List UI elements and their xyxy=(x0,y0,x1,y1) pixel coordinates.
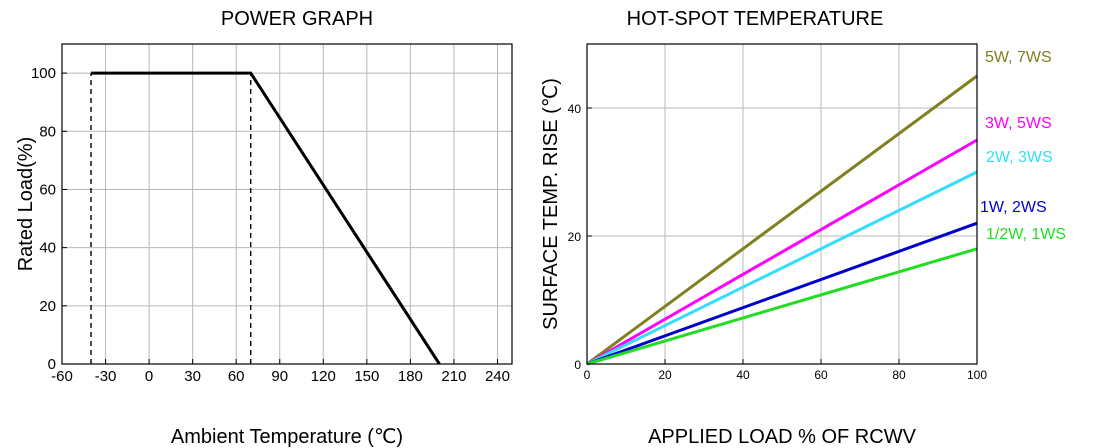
hot-spot-title: HOT-SPOT TEMPERATURE xyxy=(627,8,884,30)
series-line xyxy=(586,247,978,366)
power-graph-ticks: -60 -30 0 30 60 90 120 150 180 210 240 0 20 40 60 80 100 xyxy=(31,65,510,385)
y-tick-label: 80 xyxy=(39,123,56,140)
hot-spot-plot-frame xyxy=(586,43,978,365)
x-tick-label: 20 xyxy=(658,368,672,382)
x-tick-label: 0 xyxy=(145,368,153,385)
series-line xyxy=(91,71,441,365)
hot-spot-ticks: 0 20 40 60 80 100 0 20 40 xyxy=(568,102,988,382)
power-graph: POWER GRAPH -60 -30 0 30 60 90 120 150 180 210 240… xyxy=(15,8,513,448)
series-line xyxy=(586,221,978,366)
power-graph-plot-frame xyxy=(61,43,513,365)
series-label: 3W, 5WS xyxy=(985,115,1052,132)
x-tick-label: 30 xyxy=(184,368,201,385)
hot-spot-series-labels: 5W, 7WS 3W, 5WS 2W, 3WS 1W, 2WS 1/2W, 1WS xyxy=(980,49,1066,243)
x-tick-label: 90 xyxy=(271,368,288,385)
series-line xyxy=(586,74,978,366)
x-tick-label: 180 xyxy=(398,368,423,385)
series-line xyxy=(586,138,978,366)
x-tick-label: 60 xyxy=(814,368,828,382)
series-label: 1W, 2WS xyxy=(980,199,1047,216)
y-tick-label: 40 xyxy=(39,240,56,257)
series-line xyxy=(586,170,978,366)
x-tick-label: -60 xyxy=(51,368,73,385)
series-label: 1/2W, 1WS xyxy=(986,226,1066,243)
power-graph-title: POWER GRAPH xyxy=(221,8,373,30)
y-tick-label: 20 xyxy=(568,230,582,244)
x-tick-label: 40 xyxy=(736,368,750,382)
x-tick-label: 210 xyxy=(441,368,466,385)
power-graph-grid xyxy=(62,44,512,364)
y-tick-label: 100 xyxy=(31,65,56,82)
y-tick-label: 0 xyxy=(48,356,56,373)
x-tick-label: 80 xyxy=(892,368,906,382)
x-tick-label: 120 xyxy=(311,368,336,385)
x-tick-label: -30 xyxy=(95,368,117,385)
y-tick-label: 20 xyxy=(39,298,56,315)
x-tick-label: 60 xyxy=(228,368,245,385)
hot-spot-series xyxy=(586,74,978,366)
hot-spot-y-axis-label: SURFACE TEMP. RISE (℃) xyxy=(540,78,562,330)
power-graph-reference-lines xyxy=(90,73,252,364)
x-tick-label: 100 xyxy=(967,368,987,382)
hot-spot-x-axis-label: APPLIED LOAD % OF RCWV xyxy=(648,426,916,448)
x-tick-label: 0 xyxy=(584,368,591,382)
y-tick-label: 40 xyxy=(568,102,582,116)
x-tick-label: 240 xyxy=(485,368,510,385)
series-label: 2W, 3WS xyxy=(986,149,1053,166)
power-graph-series xyxy=(91,71,441,365)
y-tick-label: 60 xyxy=(39,181,56,198)
power-graph-x-axis-label: Ambient Temperature (℃) xyxy=(171,426,403,448)
y-tick-label: 0 xyxy=(574,358,581,372)
series-label: 5W, 7WS xyxy=(985,49,1052,66)
hot-spot-grid xyxy=(587,44,977,364)
power-graph-y-axis-label: Rated Load(%) xyxy=(15,137,37,272)
hot-spot-temperature-chart: HOT-SPOT TEMPERATURE 0 20 40 60 80 100 0 20 40 5… xyxy=(540,8,1066,448)
x-tick-label: 150 xyxy=(354,368,379,385)
